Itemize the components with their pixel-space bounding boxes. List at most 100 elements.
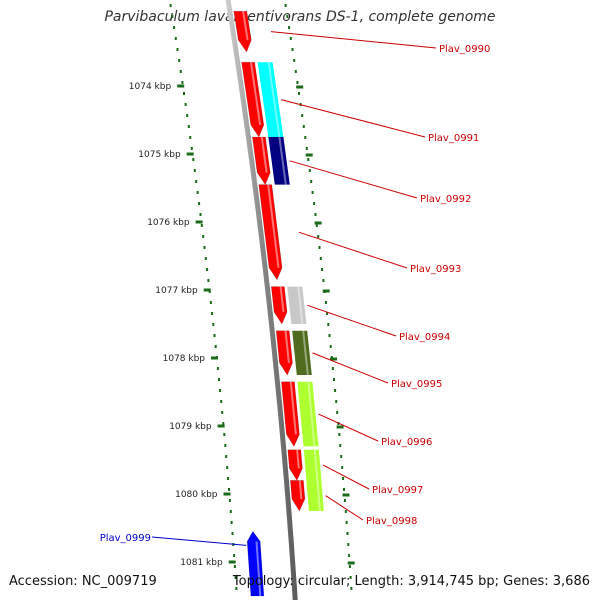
topology-text: Topology: circular; Length: 3,914,745 bp…	[232, 574, 590, 589]
guide-dot	[193, 169, 196, 172]
gene-label-leader	[298, 231, 408, 269]
scale-tick-label: 1076 kbp	[147, 218, 190, 228]
gene-highlight	[284, 330, 290, 364]
guide-dot	[226, 466, 229, 469]
guide-dot	[181, 81, 184, 84]
scale-tick-label: 1079 kbp	[169, 422, 212, 432]
guide-dot	[334, 389, 337, 392]
guide-dot	[311, 191, 314, 194]
guide-dot	[340, 455, 343, 458]
gene-label-leader	[151, 536, 247, 546]
gene-label: Plav_0999	[100, 533, 151, 544]
guide-dot	[310, 180, 313, 183]
guide-dot	[192, 158, 195, 161]
gene-highlight	[316, 480, 321, 512]
guide-dot	[230, 521, 233, 524]
guide-dot	[319, 257, 322, 260]
guide-dot	[174, 37, 177, 40]
guide-dot	[329, 345, 332, 348]
gene-reverse-arrow	[246, 530, 265, 597]
gene-forward-arrow	[233, 10, 252, 53]
gene-label: Plav_0993	[410, 264, 461, 275]
gene-highlight	[250, 62, 262, 126]
guide-dot	[331, 367, 334, 370]
guide-dot	[222, 422, 225, 425]
guide-dot	[348, 554, 351, 557]
guide-dot	[343, 499, 346, 502]
gene-cog-bar	[297, 381, 319, 447]
guide-dot	[216, 367, 219, 370]
guide-dot	[195, 180, 198, 183]
guide-dot	[302, 125, 305, 128]
guide-dot	[196, 191, 199, 194]
guide-dot	[294, 70, 297, 73]
gene-label-leader	[270, 31, 437, 49]
gene-highlight	[267, 184, 280, 268]
guide-dot	[233, 565, 236, 568]
guide-dot	[209, 301, 212, 304]
gene-label-leader	[322, 464, 370, 490]
guide-dot	[308, 169, 311, 172]
guide-dot	[206, 268, 209, 271]
guide-dot	[296, 81, 299, 84]
gene-cog-bar	[268, 137, 290, 185]
guide-dot	[338, 433, 341, 436]
guide-dot	[228, 488, 230, 491]
guide-dot	[202, 235, 205, 238]
gene-label-leader	[280, 99, 426, 138]
guide-dot	[304, 136, 307, 139]
guide-dot	[293, 59, 296, 62]
guide-dot	[190, 147, 193, 150]
guide-dot	[169, 4, 172, 7]
guide-dot	[349, 576, 352, 579]
guide-dot	[228, 499, 231, 502]
guide-dot	[184, 103, 187, 106]
gene-label-leader	[325, 495, 364, 521]
guide-dot	[204, 257, 207, 260]
guide-dot	[339, 444, 342, 447]
guide-dot	[200, 224, 203, 227]
gene-cog-bar	[306, 480, 324, 511]
gene-highlight	[255, 541, 262, 597]
guide-dot	[176, 48, 179, 51]
guide-dot	[305, 147, 308, 150]
guide-dot	[199, 213, 202, 216]
guide-dot	[348, 565, 351, 568]
guide-dot	[321, 268, 324, 271]
gene-highlight	[260, 136, 268, 173]
gene-forward-arrow	[270, 286, 288, 325]
gene-highlight	[298, 480, 303, 500]
guide-dot	[345, 521, 348, 524]
scale-tick-label: 1077 kbp	[155, 286, 198, 296]
guide-dot	[186, 114, 189, 117]
guide-dot	[221, 411, 224, 414]
gene-labels: Plav_0990 Plav_0991 Plav_0992 Plav_0993 Plav…	[100, 31, 490, 546]
guide-dot	[313, 202, 316, 205]
gene-label: Plav_0992	[420, 194, 471, 205]
guide-dot	[179, 70, 182, 73]
guide-dot	[315, 224, 318, 227]
gene-cog-bar	[257, 62, 284, 138]
guide-dot	[227, 477, 230, 480]
guide-dot	[317, 235, 320, 238]
guide-dot	[344, 510, 347, 513]
guide-dot	[203, 246, 206, 249]
guide-dot	[328, 334, 331, 337]
guide-dot	[212, 323, 215, 326]
guide-dot	[284, 4, 287, 7]
guide-dot	[335, 400, 338, 403]
gene-cog-bar	[287, 286, 307, 324]
gene-cog-bar	[303, 449, 322, 481]
gene-label: Plav_0990	[439, 44, 490, 55]
guide-dot	[336, 411, 339, 414]
guide-dot	[350, 587, 353, 590]
guide-dot	[214, 345, 217, 348]
guide-dot	[233, 554, 236, 557]
guide-dot	[223, 433, 226, 436]
gene-label: Plav_0991	[428, 133, 479, 144]
gene-label: Plav_0996	[381, 437, 432, 448]
accession-text: Accession: NC_009719	[9, 574, 157, 589]
scale-tick-label: 1081 kbp	[180, 558, 223, 568]
guide-dot	[326, 312, 329, 315]
